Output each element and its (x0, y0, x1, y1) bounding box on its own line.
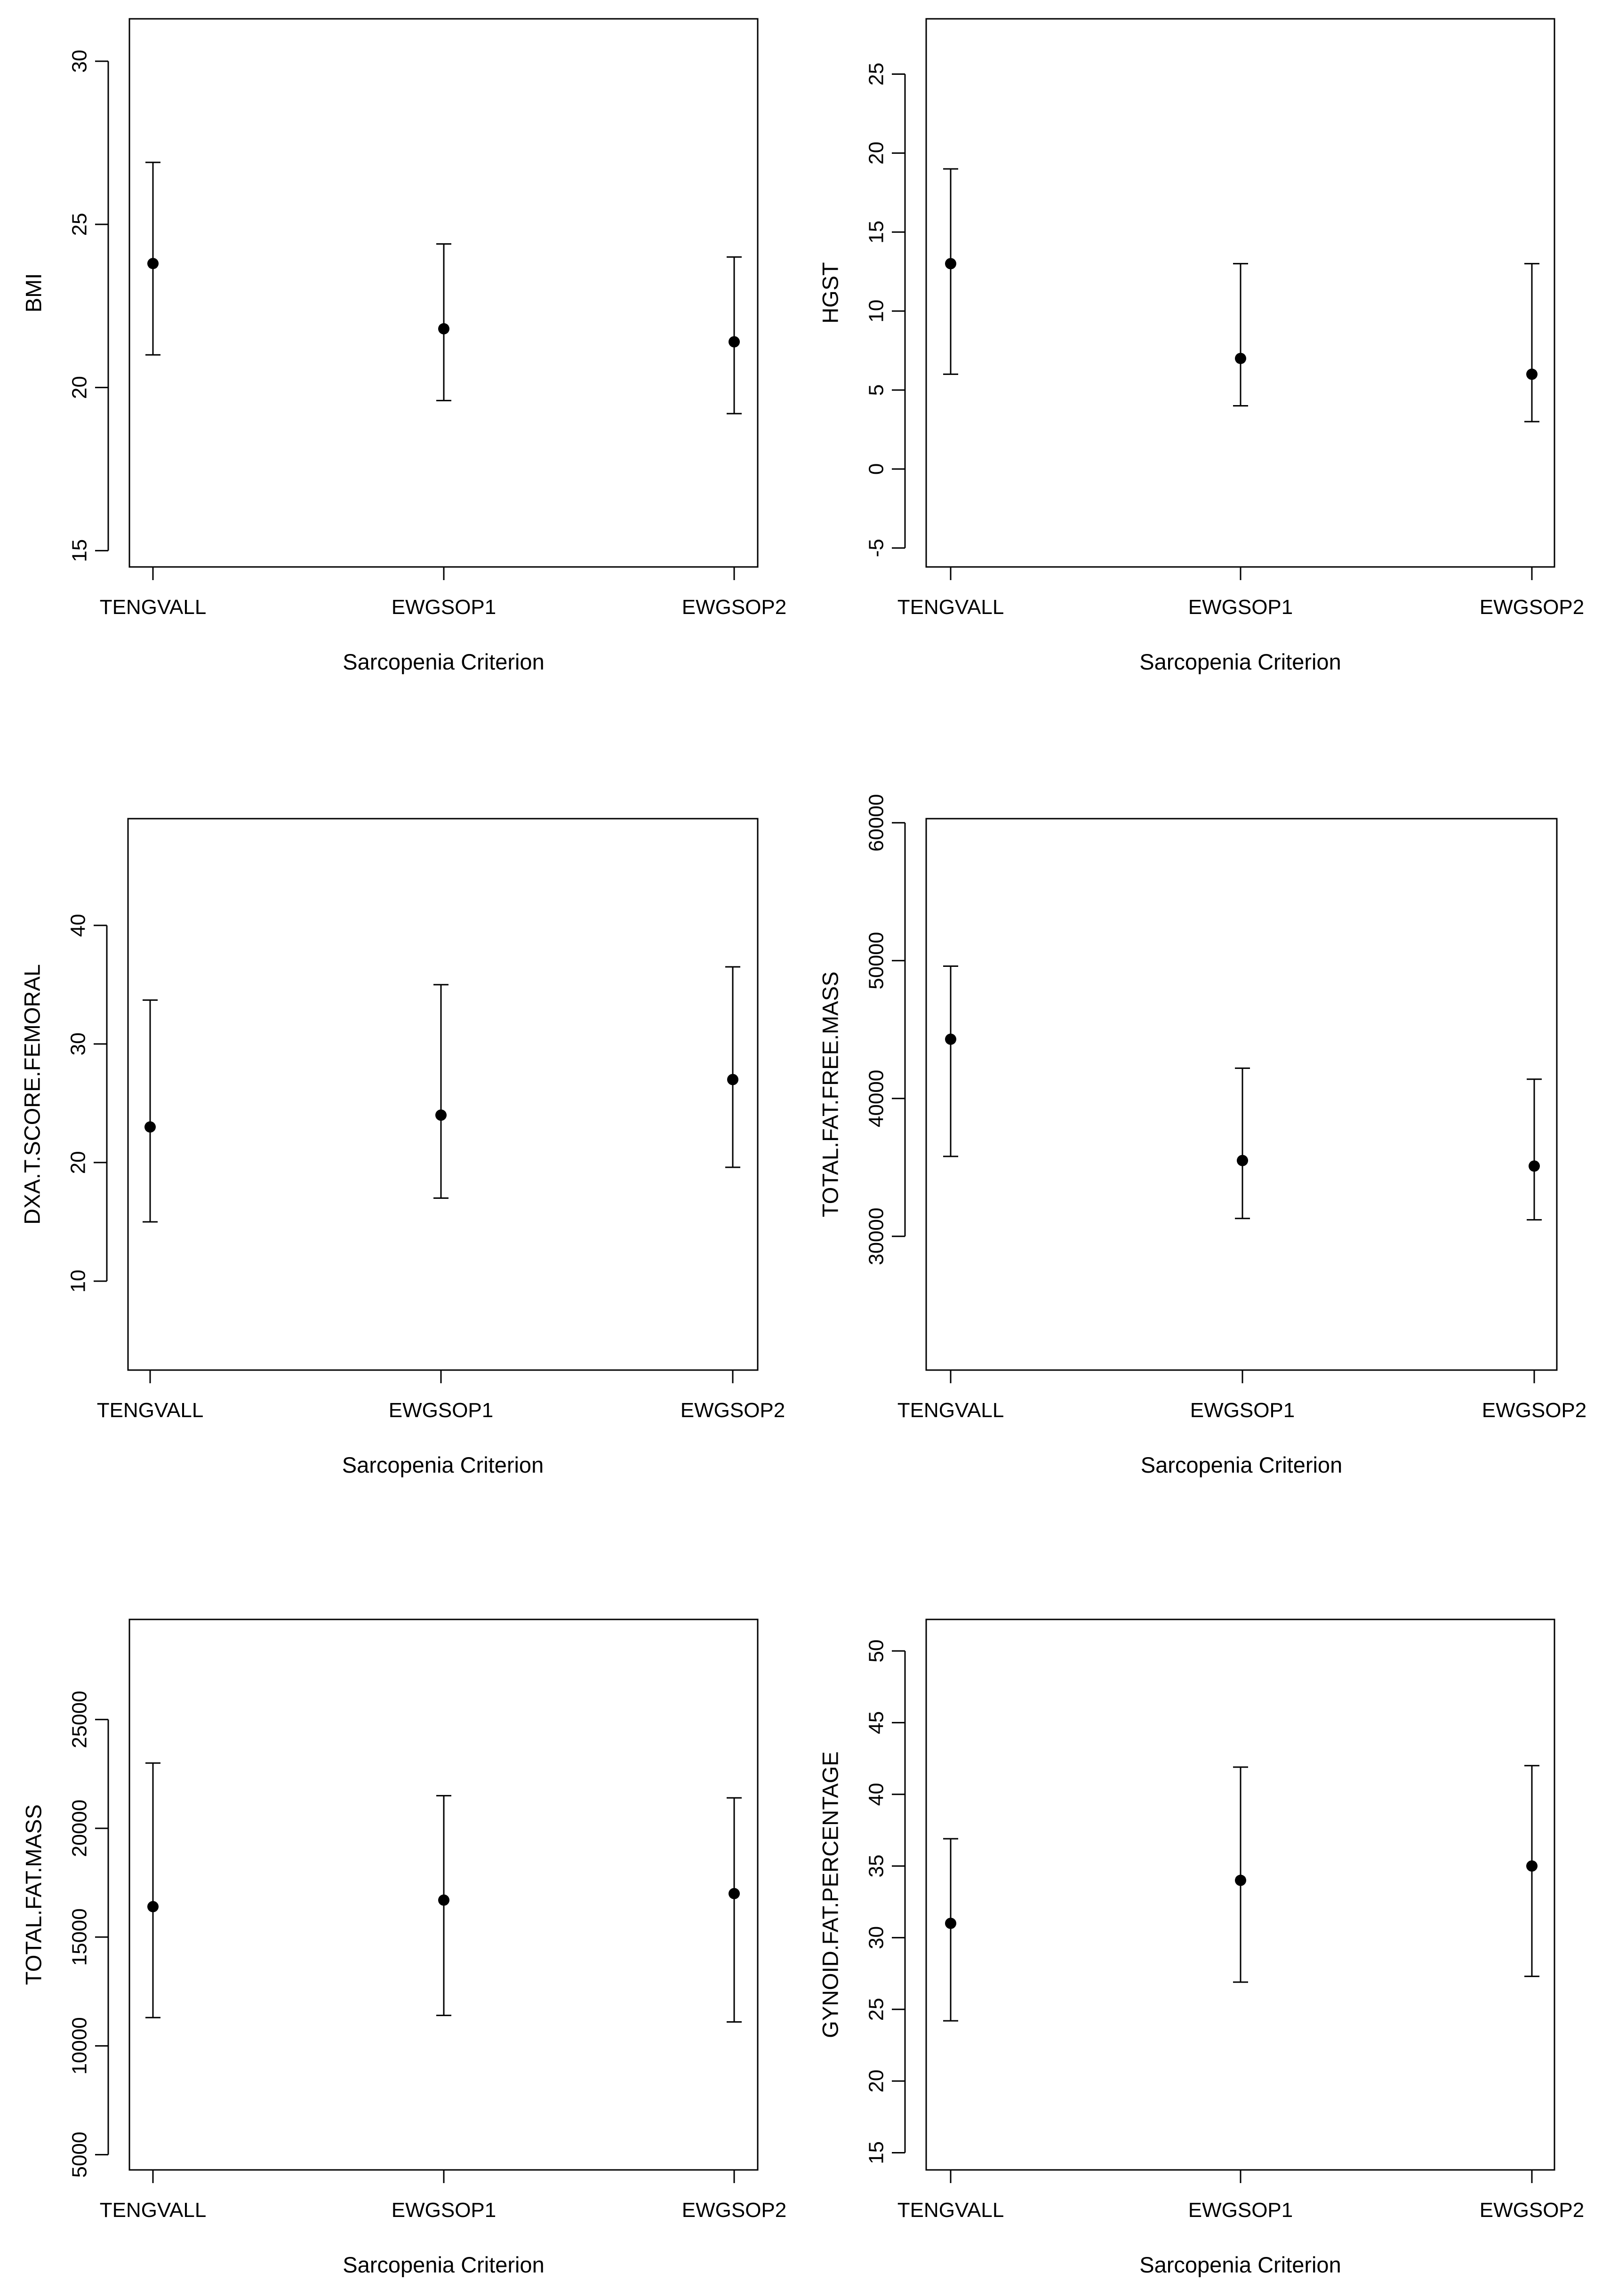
y-tick-label: 30000 (865, 1208, 888, 1265)
y-tick-label: 20 (68, 376, 91, 399)
x-tick-label: TENGVALL (97, 1399, 204, 1422)
data-point (435, 1109, 447, 1121)
x-tick-label: EWGSOP2 (682, 2199, 787, 2222)
y-tick-label: 25 (865, 63, 888, 86)
x-tick-label: EWGSOP1 (1190, 1399, 1295, 1422)
data-point (147, 1901, 159, 1913)
x-tick-label: EWGSOP1 (392, 596, 497, 619)
y-tick-label: 0 (865, 463, 888, 475)
y-tick-label: 15 (865, 2141, 888, 2164)
x-tick-label: EWGSOP2 (1482, 1399, 1587, 1422)
y-tick-label: 25000 (68, 1691, 91, 1748)
y-tick-label: 25 (68, 213, 91, 236)
x-axis-title: Sarcopenia Criterion (343, 649, 544, 674)
x-tick-label: TENGVALL (100, 596, 207, 619)
data-point (1237, 1155, 1248, 1166)
x-tick-label: EWGSOP2 (1480, 596, 1585, 619)
x-tick-label: TENGVALL (897, 2199, 1004, 2222)
data-point (438, 1894, 449, 1906)
y-tick-label: 10 (865, 300, 888, 323)
data-point (945, 1917, 956, 1929)
y-tick-label: 10000 (68, 2017, 91, 2074)
y-tick-label: 15 (865, 221, 888, 244)
x-tick-label: EWGSOP1 (1188, 2199, 1293, 2222)
y-tick-label: 30 (67, 1032, 90, 1055)
x-tick-label: EWGSOP2 (682, 596, 787, 619)
y-tick-label: 45 (865, 1711, 888, 1734)
y-tick-label: 35 (865, 1855, 888, 1878)
data-point (945, 258, 956, 270)
data-point (1526, 1860, 1538, 1872)
data-point (1235, 1874, 1246, 1886)
y-axis-title: TOTAL.FAT.MASS (21, 1804, 46, 1985)
y-tick-label: 5000 (68, 2132, 91, 2178)
y-tick-label: 30 (68, 50, 91, 73)
y-tick-label: 50 (865, 1640, 888, 1663)
y-axis-title: DXA.T.SCORE.FEMORAL (19, 964, 44, 1225)
data-point (147, 258, 159, 270)
x-tick-label: EWGSOP2 (681, 1399, 785, 1422)
x-axis-title: Sarcopenia Criterion (1139, 2252, 1341, 2277)
y-tick-label: 20 (67, 1151, 90, 1174)
data-point (945, 1033, 956, 1045)
y-tick-label: -5 (865, 539, 888, 557)
y-tick-label: 20 (865, 2070, 888, 2093)
y-tick-label: 15000 (68, 1908, 91, 1966)
x-tick-label: TENGVALL (897, 596, 1004, 619)
x-tick-label: EWGSOP2 (1480, 2199, 1585, 2222)
y-tick-label: 25 (865, 1998, 888, 2021)
y-tick-label: 60000 (865, 794, 888, 852)
y-tick-label: 40 (67, 914, 90, 937)
x-tick-label: EWGSOP1 (389, 1399, 494, 1422)
y-tick-label: 40 (865, 1783, 888, 1806)
data-point (729, 1888, 740, 1899)
y-tick-label: 5 (865, 384, 888, 396)
y-axis-title: TOTAL.FAT.FREE.MASS (817, 972, 842, 1217)
y-axis-title: GYNOID.FAT.PERCENTAGE (817, 1751, 842, 2038)
x-axis-title: Sarcopenia Criterion (343, 2252, 544, 2277)
x-tick-label: EWGSOP1 (1188, 596, 1293, 619)
x-axis-title: Sarcopenia Criterion (1141, 1452, 1342, 1477)
plot-frame (127, 818, 759, 1371)
data-point (144, 1121, 156, 1133)
y-tick-label: 20 (865, 142, 888, 165)
x-tick-label: TENGVALL (100, 2199, 207, 2222)
y-axis-title: BMI (21, 273, 46, 313)
y-tick-label: 10 (67, 1269, 90, 1292)
data-point (1235, 352, 1246, 364)
data-point (1526, 368, 1538, 380)
x-axis-title: Sarcopenia Criterion (342, 1452, 544, 1477)
x-tick-label: TENGVALL (897, 1399, 1004, 1422)
data-point (1529, 1160, 1540, 1172)
x-axis-title: Sarcopenia Criterion (1139, 649, 1341, 674)
x-tick-label: EWGSOP1 (392, 2199, 497, 2222)
plot-frame (925, 818, 1558, 1371)
y-tick-label: 20000 (68, 1800, 91, 1857)
data-point (729, 336, 740, 348)
y-tick-label: 15 (68, 539, 91, 562)
y-tick-label: 50000 (865, 932, 888, 989)
data-point (438, 323, 449, 335)
y-tick-label: 40000 (865, 1070, 888, 1127)
y-tick-label: 30 (865, 1926, 888, 1949)
y-axis-title: HGST (817, 262, 842, 324)
data-point (727, 1074, 738, 1085)
